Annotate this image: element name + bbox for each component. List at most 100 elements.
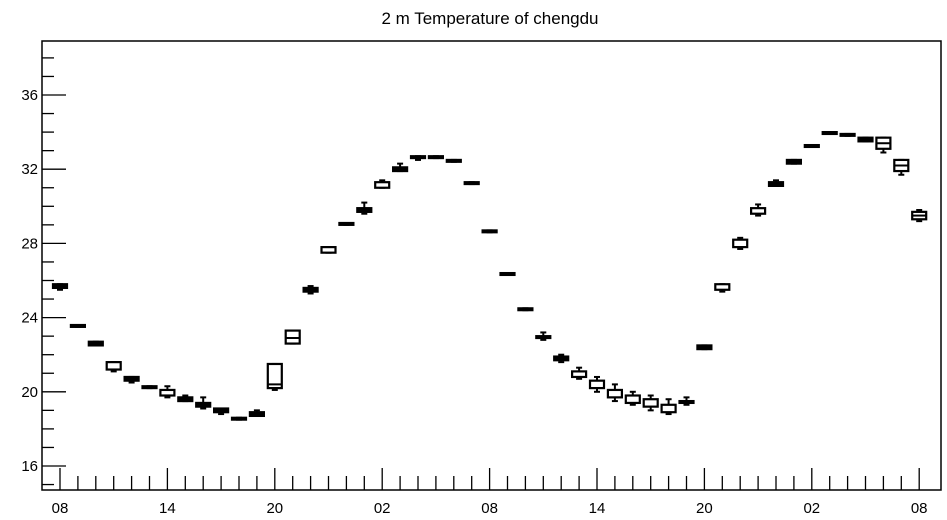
chart-title: 2 m Temperature of chengdu (381, 9, 598, 28)
box-body (606, 388, 624, 399)
box-6 (159, 385, 176, 399)
x-axis: 08 14 20 02 08 14 20 02 08 (52, 468, 928, 517)
box-33 (642, 394, 659, 412)
box-44 (839, 132, 856, 137)
box-body (553, 355, 570, 362)
box-22 (445, 158, 462, 163)
x-tick-label: 20 (266, 500, 283, 517)
x-tick-label: 08 (52, 500, 69, 517)
box-43 (821, 131, 838, 136)
box-18 (374, 179, 391, 189)
box-15 (320, 246, 337, 254)
box-series (51, 131, 928, 421)
box-38 (732, 236, 749, 250)
x-tick-label: 02 (374, 500, 391, 517)
box-0 (51, 283, 69, 291)
box-body (463, 181, 480, 186)
box-24 (481, 229, 498, 234)
box-body (320, 246, 337, 254)
box-body (624, 394, 641, 405)
box-1 (69, 323, 87, 328)
box-body (857, 136, 874, 143)
box-body (732, 238, 749, 249)
box-body (749, 207, 767, 215)
box-36 (696, 344, 713, 351)
box-4 (123, 375, 140, 384)
box-body (195, 401, 212, 408)
y-tick-label: 36 (21, 87, 38, 104)
plot-frame (41, 40, 942, 491)
box-body (517, 307, 534, 312)
box-body (177, 396, 194, 403)
box-30 (588, 375, 606, 393)
box-body (266, 362, 283, 390)
y-tick-label: 16 (21, 458, 38, 475)
box-23 (463, 181, 480, 186)
box-10 (230, 416, 248, 421)
y-tick-label: 24 (21, 310, 38, 327)
box-body (230, 416, 248, 421)
box-9 (213, 407, 230, 416)
box-body (374, 181, 391, 189)
box-11 (248, 409, 265, 418)
box-14 (302, 285, 319, 295)
box-8 (195, 396, 212, 410)
box-48 (911, 209, 928, 223)
box-25 (499, 271, 516, 277)
box-body (213, 407, 230, 414)
y-tick-label: 20 (21, 384, 38, 401)
x-tick-label: 02 (803, 500, 820, 517)
box-body (248, 411, 265, 418)
box-body (445, 158, 462, 163)
box-3 (105, 361, 122, 373)
box-13 (284, 329, 301, 345)
box-5 (141, 385, 158, 390)
box-body (409, 155, 427, 160)
box-34 (660, 398, 677, 416)
box-body (481, 229, 498, 234)
box-body (356, 207, 373, 213)
box-body (535, 335, 552, 340)
box-2 (87, 340, 104, 347)
box-body (69, 323, 87, 328)
box-39 (749, 203, 767, 217)
box-32 (624, 390, 641, 406)
box-27 (535, 331, 552, 341)
box-body (51, 283, 69, 290)
y-tick-label: 32 (21, 161, 38, 178)
box-body (678, 399, 695, 405)
box-body (427, 155, 444, 160)
box-body (123, 375, 140, 382)
box-body (392, 166, 409, 173)
box-20 (409, 155, 427, 161)
box-21 (427, 155, 444, 160)
y-axis: 16 20 24 28 32 36 (21, 57, 66, 486)
box-body (821, 131, 838, 136)
box-7 (177, 394, 194, 403)
box-body (87, 340, 104, 347)
box-31 (606, 383, 624, 403)
box-16 (338, 221, 355, 226)
x-tick-label: 20 (696, 500, 713, 517)
box-body (141, 385, 158, 390)
box-body (588, 379, 606, 390)
box-47 (893, 158, 910, 176)
box-35 (678, 396, 695, 406)
box-body (570, 370, 588, 379)
box-45 (857, 136, 874, 143)
x-tick-label: 14 (159, 500, 176, 517)
x-tick-label: 08 (481, 500, 498, 517)
box-28 (553, 353, 570, 364)
box-46 (875, 136, 892, 154)
box-body (159, 388, 176, 397)
x-tick-label: 14 (589, 500, 606, 517)
box-body (767, 181, 785, 187)
box-body (660, 403, 677, 414)
box-26 (517, 307, 534, 312)
box-body (338, 221, 355, 226)
box-body (803, 143, 820, 149)
x-tick-label: 08 (911, 500, 928, 517)
box-19 (392, 162, 409, 173)
box-37 (714, 283, 731, 293)
y-tick-label: 28 (21, 235, 38, 252)
